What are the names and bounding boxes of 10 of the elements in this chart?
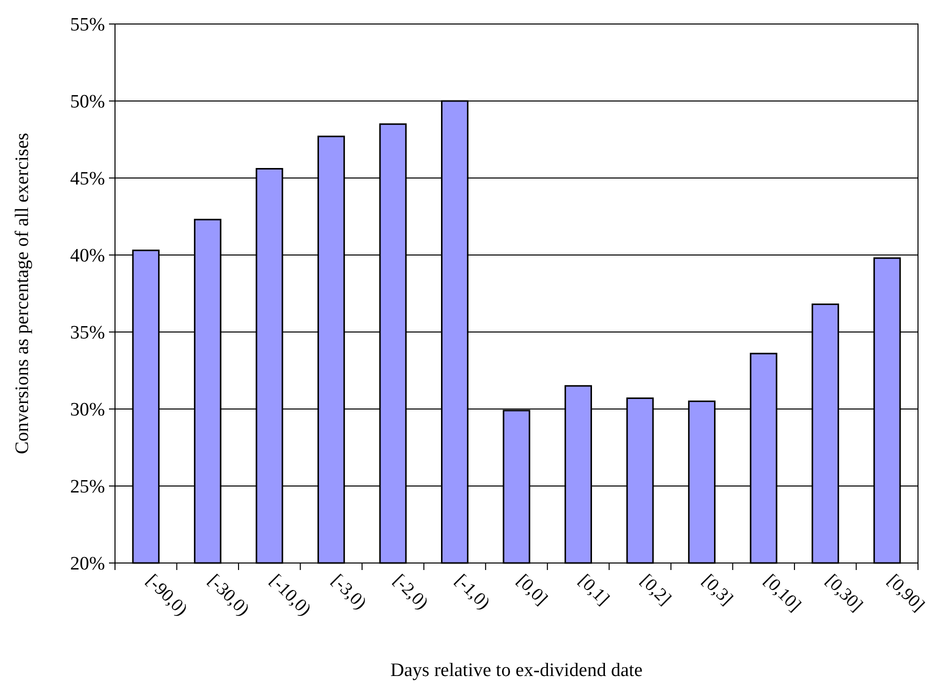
y-axis-title: Conversions as percentage of all exercises — [12, 132, 33, 454]
y-tick-label: 45% — [70, 168, 106, 190]
y-tick-label: 40% — [70, 246, 106, 267]
y-tick-label: 25% — [70, 476, 106, 498]
x-axis-title: Days relative to ex-dividend date — [390, 660, 643, 681]
y-tick-label: 55% — [70, 14, 106, 36]
y-tick-label: 20% — [70, 554, 106, 575]
y-tick-label: 35% — [70, 322, 106, 344]
y-tick-label: 30% — [70, 400, 106, 421]
y-tick-label: 50% — [70, 92, 106, 113]
